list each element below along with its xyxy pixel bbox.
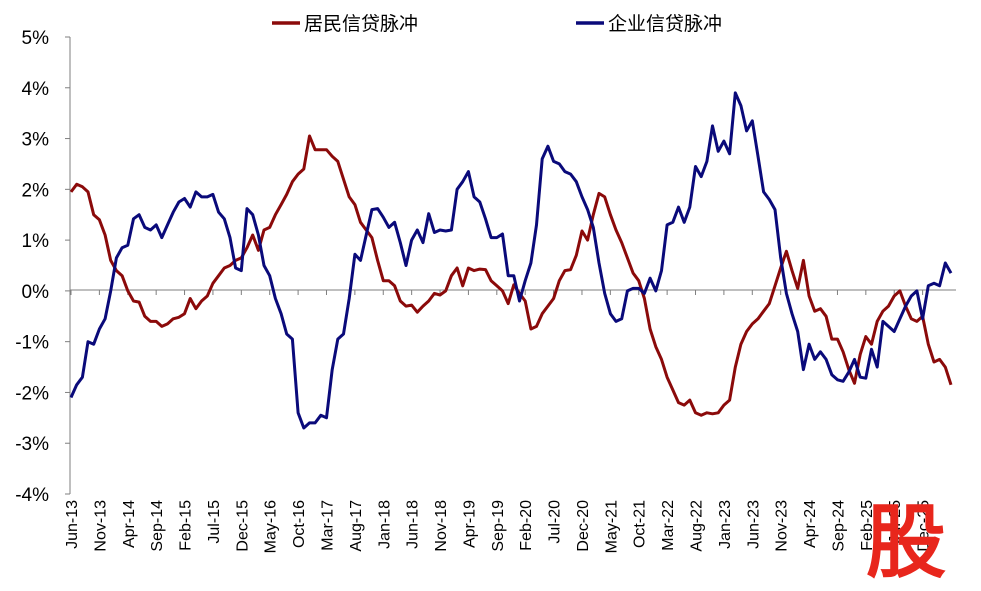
y-tick-group: 5% 4% 3% 2% 1% 0% -1% -2% -3% -4%: [15, 28, 70, 506]
series-line-household-credit-impulse: [69, 134, 953, 417]
x-tick-label: Sep-14: [149, 500, 166, 552]
x-tick-label: Jun-23: [745, 500, 762, 549]
svg-text:股: 股: [866, 496, 946, 589]
x-tick-label: Apr-14: [121, 500, 138, 548]
x-tick-label: Jun-13: [64, 500, 81, 549]
x-tick-label: Nov-23: [774, 500, 791, 552]
x-tick-label: Oct-21: [632, 500, 649, 548]
y-tick-label: 1%: [22, 231, 50, 252]
x-tick-label: May-21: [603, 500, 620, 553]
x-tick-label: Sep-19: [490, 500, 507, 552]
y-tick-label: -3%: [15, 434, 49, 455]
legend-label-household: 居民信贷脉冲: [304, 13, 418, 35]
x-tick-label: Sep-24: [830, 500, 847, 552]
y-tick-label: 0%: [22, 282, 50, 303]
x-tick-label: Jul-25: [887, 500, 904, 544]
chart-legend: 居民信贷脉冲 企业信贷脉冲: [272, 13, 722, 35]
x-tick-label: Feb-15: [178, 500, 195, 551]
series-line-corporate-credit-impulse: [69, 91, 953, 430]
x-tick-label: Aug-17: [348, 500, 365, 552]
y-tick-label: 2%: [22, 180, 50, 201]
legend-label-corporate: 企业信贷脉冲: [608, 13, 722, 35]
x-tick-label: Dec-25: [916, 500, 933, 552]
x-tick-label: Feb-25: [859, 500, 876, 551]
x-tick-label: Mar-17: [319, 500, 336, 551]
y-tick-label: -1%: [15, 333, 49, 354]
x-tick-label: Nov-13: [92, 500, 109, 552]
x-tick-label: Aug-22: [689, 500, 706, 552]
x-tick-label: Oct-16: [291, 500, 308, 548]
watermark-logo: 股: [866, 496, 946, 589]
x-tick-label: Jul-20: [547, 500, 564, 544]
x-tick-label: Mar-22: [660, 500, 677, 551]
y-tick-label: 3%: [22, 130, 50, 151]
x-tick-label: Jan-18: [376, 500, 393, 549]
y-tick-label: 4%: [22, 79, 50, 100]
x-tick-label: Apr-19: [461, 500, 478, 548]
x-tick-label: May-16: [263, 500, 280, 553]
x-tick-label: Feb-20: [518, 500, 535, 551]
x-tick-label: Dec-15: [234, 500, 251, 552]
x-tick-label: Jun-18: [405, 500, 422, 549]
x-tick-label: Nov-18: [433, 500, 450, 552]
x-tick-label: Jan-23: [717, 500, 734, 549]
series-layer: [69, 91, 953, 430]
x-tick-label: Jul-15: [206, 500, 223, 544]
x-tick-label: Dec-20: [575, 500, 592, 552]
x-tick-group: Jun-13 Nov-13 Apr-14 Sep-14 Feb-15 Jul-15 Dec-…: [64, 290, 933, 553]
axes: 5% 4% 3% 2% 1% 0% -1% -2% -3% -4% Jun-13 Nov-13 Apr…: [15, 28, 956, 553]
y-tick-label: -2%: [15, 383, 49, 404]
y-tick-label: -4%: [15, 485, 49, 506]
y-tick-label: 5%: [22, 28, 50, 49]
x-tick-label: Apr-24: [802, 500, 819, 548]
